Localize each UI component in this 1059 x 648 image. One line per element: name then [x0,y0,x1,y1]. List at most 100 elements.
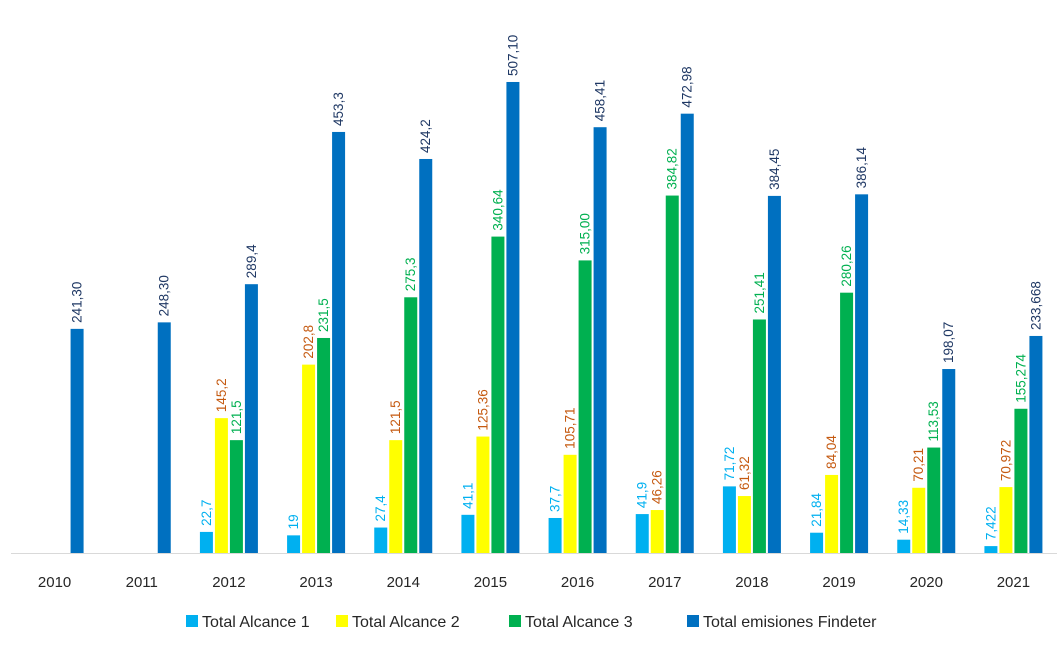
bar-2013-series-2 [302,364,316,553]
data-label-2015-series-4: 507,10 [505,35,520,76]
data-label-2018-series-2: 61,32 [737,456,752,490]
data-label-2016-series-4: 458,41 [593,80,608,121]
data-label-2010-series-4: 241,30 [70,282,85,323]
legend-swatch-2 [336,615,348,627]
data-label-2014-series-3: 275,3 [403,257,418,291]
data-label-2021-series-2: 70,972 [998,440,1013,481]
data-label-2019-series-3: 280,26 [839,245,854,286]
bar-2012-series-2 [214,418,228,553]
bar-2011-series-4 [157,322,171,553]
data-label-2014-series-4: 424,2 [418,119,433,153]
bar-2016-series-4 [593,127,607,553]
bar-2020-series-4 [942,369,956,553]
bar-2019-series-3 [840,292,854,553]
data-label-2019-series-4: 386,14 [854,147,869,189]
bar-2014-series-3 [404,297,418,553]
data-label-2012-series-1: 22,7 [199,500,214,526]
data-label-2020-series-3: 113,53 [926,401,941,441]
x-tick-label-2019: 2019 [822,574,855,591]
data-label-2020-series-1: 14,33 [896,500,911,534]
data-label-2020-series-2: 70,21 [911,448,926,482]
data-label-2018-series-3: 251,41 [752,272,767,313]
data-label-2011-series-4: 248,30 [157,275,172,316]
x-tick-label-2021: 2021 [997,574,1030,591]
x-tick-label-2020: 2020 [910,574,943,591]
x-tick-label-2017: 2017 [648,574,681,591]
data-label-2012-series-3: 121,5 [229,400,244,434]
bar-2020-series-1 [897,539,911,553]
x-tick-label-2016: 2016 [561,574,594,591]
bar-2016-series-1 [548,517,562,553]
bar-2017-series-3 [665,195,679,554]
bar-2010-series-4 [70,328,84,553]
data-label-2015-series-1: 41,1 [460,483,475,509]
bar-2018-series-2 [737,496,751,553]
legend-label-3: Total Alcance 3 [525,614,633,631]
data-label-2019-series-2: 84,04 [824,435,839,469]
bar-2014-series-1 [374,527,388,553]
data-label-2016-series-1: 37,7 [548,486,563,512]
bar-2016-series-3 [578,260,592,553]
data-label-2013-series-3: 231,5 [316,298,331,332]
bar-2020-series-3 [927,447,941,553]
data-label-2017-series-3: 384,82 [665,148,680,189]
data-label-2014-series-2: 121,5 [388,400,403,434]
x-tick-label-2018: 2018 [735,574,768,591]
bar-2016-series-2 [563,454,577,553]
data-label-2012-series-2: 145,2 [214,378,229,412]
bar-2015-series-2 [476,436,490,553]
x-tick-label-2015: 2015 [474,574,507,591]
x-tick-label-2010: 2010 [38,574,71,591]
bar-2018-series-4 [767,195,781,553]
bar-2013-series-1 [287,535,301,553]
data-label-2019-series-1: 21,84 [809,492,824,526]
data-label-2021-series-4: 233,668 [1028,281,1043,330]
legend-swatch-3 [509,615,521,627]
legend-label-4: Total emisiones Findeter [703,614,877,631]
bar-2019-series-4 [855,194,869,554]
data-label-2020-series-4: 198,07 [941,322,956,363]
bar-2013-series-4 [332,131,346,553]
x-tick-label-2012: 2012 [212,574,245,591]
bar-2017-series-2 [650,510,664,553]
x-tick-label-2014: 2014 [387,574,420,591]
legend-label-2: Total Alcance 2 [352,614,460,631]
legend-swatch-1 [186,615,198,627]
bar-2014-series-2 [389,440,403,553]
data-label-2018-series-1: 71,72 [722,447,737,481]
bar-2021-series-4 [1029,335,1043,553]
legend-label-1: Total Alcance 1 [202,614,310,631]
bar-2015-series-4 [506,81,520,553]
bar-2020-series-2 [912,487,926,553]
data-label-2021-series-1: 7,422 [983,506,998,540]
data-label-2014-series-1: 27,4 [373,495,388,522]
bar-2017-series-4 [680,113,694,553]
bar-2015-series-1 [461,514,475,553]
data-label-2015-series-2: 125,36 [475,389,490,430]
bar-2019-series-2 [825,474,839,553]
x-tick-label-2013: 2013 [299,574,332,591]
data-label-2017-series-4: 472,98 [680,66,695,107]
bar-2014-series-4 [419,158,433,553]
data-label-2017-series-2: 46,26 [650,470,665,504]
bar-2012-series-3 [229,440,243,553]
data-label-2016-series-2: 105,71 [563,408,578,449]
bar-2012-series-1 [199,531,213,553]
data-label-2012-series-4: 289,4 [244,244,259,278]
bar-2018-series-3 [752,319,766,553]
data-label-2021-series-3: 155,274 [1013,353,1028,402]
bar-2021-series-2 [999,487,1013,553]
data-label-2017-series-1: 41,9 [635,482,650,508]
legend-swatch-4 [687,615,699,627]
bar-2013-series-3 [317,337,331,553]
data-label-2016-series-3: 315,00 [578,213,593,254]
bar-2017-series-1 [635,514,649,553]
data-label-2013-series-2: 202,8 [301,325,316,359]
data-label-2018-series-4: 384,45 [767,149,782,190]
bar-2021-series-1 [984,546,998,553]
data-label-2015-series-3: 340,64 [490,189,505,231]
bar-2018-series-1 [722,486,736,553]
bar-2012-series-4 [244,284,258,553]
